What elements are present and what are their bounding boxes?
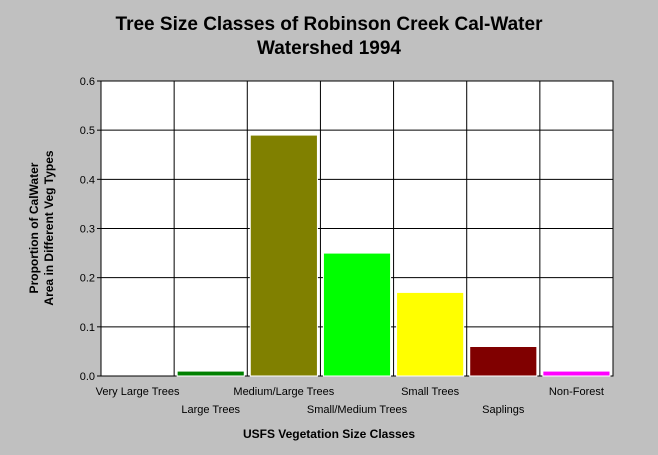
x-category-label: Small/Medium Trees: [307, 404, 408, 416]
bar-large-trees: [176, 370, 245, 377]
x-category-label: Saplings: [482, 404, 525, 416]
bar-small-medium-trees: [322, 252, 392, 377]
y-tick-label: 0.4: [80, 174, 95, 186]
bar-non-forest: [542, 370, 611, 377]
y-tick-label: 0.3: [80, 224, 95, 236]
y-tick-label: 0.2: [80, 273, 95, 285]
y-tick-label: 0.0: [80, 371, 95, 383]
chart-title-line2: Watershed 1994: [257, 38, 401, 59]
x-category-label: Medium/Large Trees: [233, 386, 334, 398]
bar-saplings: [469, 346, 538, 377]
x-category-label: Large Trees: [181, 404, 240, 416]
x-category-label: Non-Forest: [549, 386, 604, 398]
bar-medium-large-trees: [249, 134, 318, 377]
x-category-label: Very Large Trees: [96, 386, 180, 398]
x-category-label: Small Trees: [401, 386, 460, 398]
bar-small-trees: [396, 291, 465, 377]
y-tick-label: 0.5: [80, 125, 95, 137]
chart-title-line1: Tree Size Classes of Robinson Creek Cal-…: [115, 14, 543, 35]
y-tick-label: 0.6: [80, 76, 95, 88]
x-axis-label: USFS Vegetation Size Classes: [243, 427, 415, 441]
y-axis-label-line1: Proportion of CalWater: [27, 162, 41, 293]
y-axis-label-line2: Area in Different Veg Types: [42, 150, 56, 305]
y-tick-label: 0.1: [80, 322, 95, 334]
